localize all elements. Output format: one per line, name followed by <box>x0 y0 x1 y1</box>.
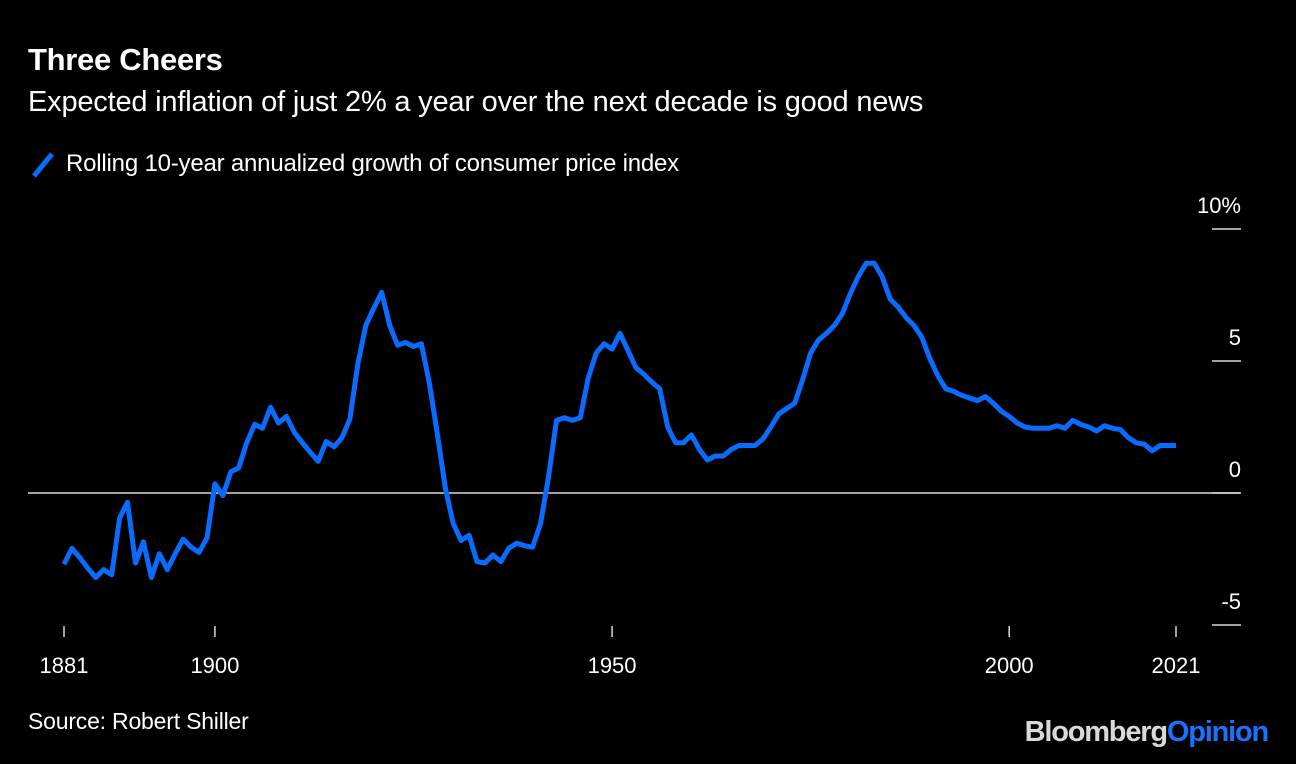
y-tick-label: 5 <box>1229 325 1241 350</box>
x-tick-label: 2021 <box>1152 653 1201 678</box>
y-tick-label: 0 <box>1229 457 1241 482</box>
legend-line-icon <box>32 152 54 178</box>
series-layer <box>61 260 1176 580</box>
chart-subtitle: Expected inflation of just 2% a year ove… <box>28 86 924 118</box>
source-note: Source: Robert Shiller <box>28 708 249 734</box>
series-line <box>61 260 1176 580</box>
y-tick-label: 10% <box>1197 193 1241 218</box>
brand-logo-main: Bloomberg <box>1024 716 1168 748</box>
y-tick-label: -5 <box>1221 589 1241 614</box>
x-tick-label: 2000 <box>985 653 1034 678</box>
brand-logo-accent: Opinion <box>1166 716 1269 748</box>
x-tick-label: 1950 <box>588 653 637 678</box>
legend-label: Rolling 10-year annualized growth of con… <box>66 150 679 177</box>
x-axis: 1881 1900 1950 2000 2021 <box>40 626 1201 678</box>
x-tick-label: 1900 <box>190 653 239 678</box>
chart-title: Three Cheers <box>28 42 223 77</box>
x-tick-label: 1881 <box>40 653 89 678</box>
legend: Rolling 10-year annualized growth of con… <box>30 148 679 180</box>
brand-logo: BloombergOpinion <box>1024 716 1270 749</box>
y-axis: 10% 5 0 -5 <box>1197 193 1241 626</box>
